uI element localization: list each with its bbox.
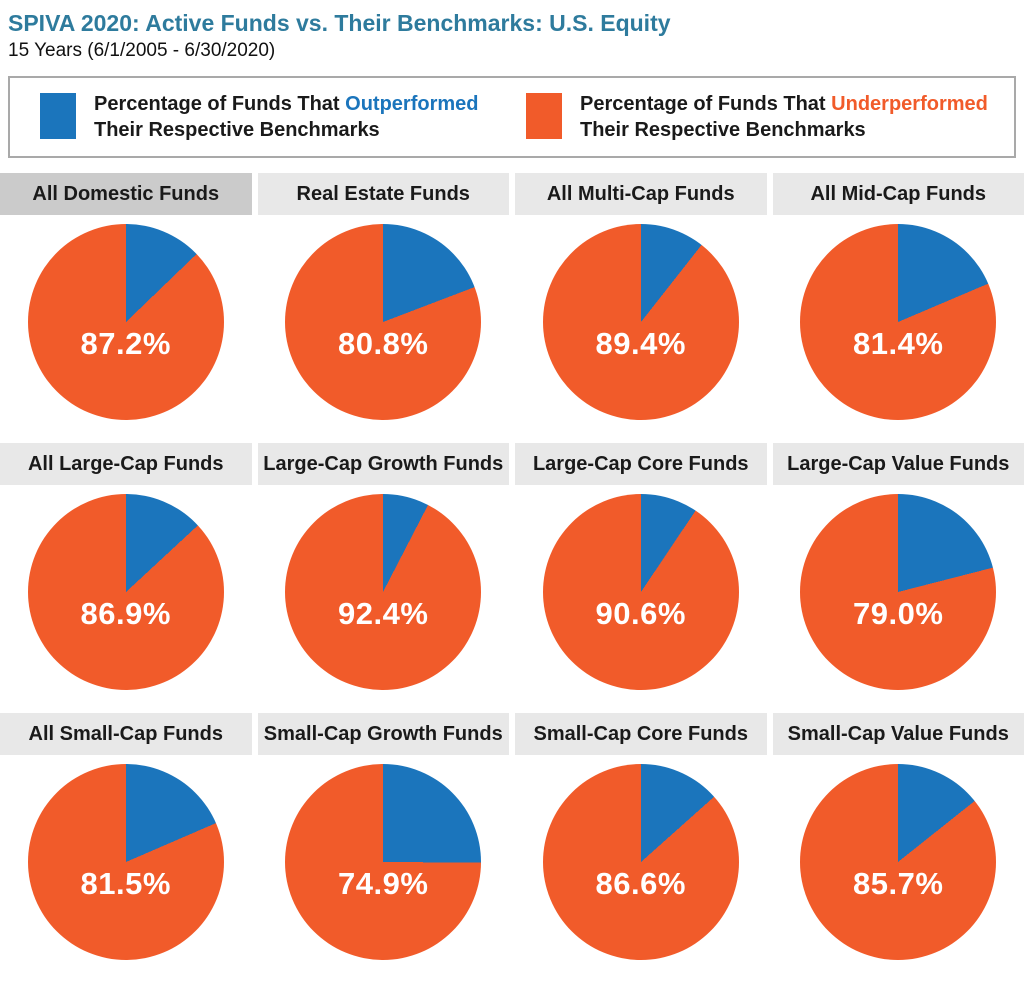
pie-cell-all-multi-cap-funds: All Multi-Cap Funds 89.4% bbox=[515, 173, 767, 443]
pie-title: Large-Cap Core Funds bbox=[515, 443, 767, 485]
legend-item-underperformed: Percentage of Funds That Underperformed … bbox=[512, 91, 1014, 143]
legend-outperformed-prefix: Percentage of Funds That bbox=[94, 93, 345, 115]
pie-title: All Mid-Cap Funds bbox=[773, 173, 1024, 215]
legend-outperformed-text: Percentage of Funds That Outperformed Th… bbox=[94, 91, 479, 143]
pie-value-label: 86.9% bbox=[81, 596, 171, 632]
pie-value-label: 87.2% bbox=[81, 326, 171, 362]
pie-cell-all-small-cap-funds: All Small-Cap Funds 81.5% bbox=[0, 713, 252, 983]
pie-chart: 89.4% bbox=[543, 224, 739, 420]
pie-chart: 86.9% bbox=[28, 494, 224, 690]
pie-title: All Domestic Funds bbox=[0, 173, 252, 215]
pie-value-label: 81.5% bbox=[81, 866, 171, 902]
pie-chart: 92.4% bbox=[285, 494, 481, 690]
pie-chart: 86.6% bbox=[543, 764, 739, 960]
legend-outperformed-line2: Their Respective Benchmarks bbox=[94, 119, 380, 141]
pie-cell-all-mid-cap-funds: All Mid-Cap Funds 81.4% bbox=[773, 173, 1024, 443]
pie-chart: 74.9% bbox=[285, 764, 481, 960]
legend-underperformed-line2: Their Respective Benchmarks bbox=[580, 119, 866, 141]
pie-chart: 80.8% bbox=[285, 224, 481, 420]
pie-value-label: 81.4% bbox=[853, 326, 943, 362]
pie-cell-large-cap-growth-funds: Large-Cap Growth Funds 92.4% bbox=[258, 443, 510, 713]
pie-chart: 87.2% bbox=[28, 224, 224, 420]
pie-chart: 79.0% bbox=[800, 494, 996, 690]
pie-title: Large-Cap Value Funds bbox=[773, 443, 1024, 485]
page-title: SPIVA 2020: Active Funds vs. Their Bench… bbox=[8, 8, 1016, 38]
pie-value-label: 80.8% bbox=[338, 326, 428, 362]
legend-outperformed-keyword: Outperformed bbox=[345, 93, 478, 115]
page-subtitle: 15 Years (6/1/2005 - 6/30/2020) bbox=[8, 39, 1016, 63]
legend-underperformed-keyword: Underperformed bbox=[831, 93, 988, 115]
pie-title: Small-Cap Value Funds bbox=[773, 713, 1024, 755]
pie-value-label: 86.6% bbox=[596, 866, 686, 902]
outperformed-swatch-icon bbox=[40, 93, 76, 139]
pie-cell-all-domestic-funds: All Domestic Funds 87.2% bbox=[0, 173, 252, 443]
pie-cell-real-estate-funds: Real Estate Funds 80.8% bbox=[258, 173, 510, 443]
pie-title: All Multi-Cap Funds bbox=[515, 173, 767, 215]
pie-cell-large-cap-core-funds: Large-Cap Core Funds 90.6% bbox=[515, 443, 767, 713]
underperformed-swatch-icon bbox=[526, 93, 562, 139]
pie-value-label: 85.7% bbox=[853, 866, 943, 902]
legend: Percentage of Funds That Outperformed Th… bbox=[8, 76, 1016, 158]
pie-cell-small-cap-growth-funds: Small-Cap Growth Funds 74.9% bbox=[258, 713, 510, 983]
pie-cell-all-large-cap-funds: All Large-Cap Funds 86.9% bbox=[0, 443, 252, 713]
pie-value-label: 92.4% bbox=[338, 596, 428, 632]
pie-chart: 85.7% bbox=[800, 764, 996, 960]
pie-title: Small-Cap Growth Funds bbox=[258, 713, 510, 755]
pie-title: Large-Cap Growth Funds bbox=[258, 443, 510, 485]
pie-title: All Large-Cap Funds bbox=[0, 443, 252, 485]
pie-title: Small-Cap Core Funds bbox=[515, 713, 767, 755]
pie-cell-small-cap-value-funds: Small-Cap Value Funds 85.7% bbox=[773, 713, 1024, 983]
pie-title: All Small-Cap Funds bbox=[0, 713, 252, 755]
pie-value-label: 90.6% bbox=[596, 596, 686, 632]
legend-underperformed-prefix: Percentage of Funds That bbox=[580, 93, 831, 115]
pie-value-label: 89.4% bbox=[596, 326, 686, 362]
pie-cell-large-cap-value-funds: Large-Cap Value Funds 79.0% bbox=[773, 443, 1024, 713]
pie-title: Real Estate Funds bbox=[258, 173, 510, 215]
pie-cell-small-cap-core-funds: Small-Cap Core Funds 86.6% bbox=[515, 713, 767, 983]
pie-grid: All Domestic Funds 87.2% Real Estate Fun… bbox=[0, 173, 1024, 983]
legend-item-outperformed: Percentage of Funds That Outperformed Th… bbox=[10, 91, 512, 143]
legend-underperformed-text: Percentage of Funds That Underperformed … bbox=[580, 91, 988, 143]
pie-chart: 81.5% bbox=[28, 764, 224, 960]
pie-value-label: 74.9% bbox=[338, 866, 428, 902]
pie-chart: 81.4% bbox=[800, 224, 996, 420]
pie-chart: 90.6% bbox=[543, 494, 739, 690]
pie-value-label: 79.0% bbox=[853, 596, 943, 632]
